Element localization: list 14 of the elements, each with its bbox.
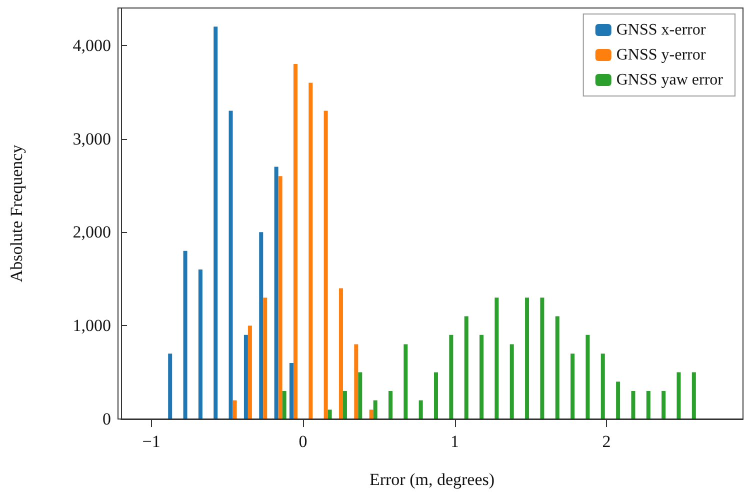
x-tick-label: 0 [298,432,308,451]
legend-label: GNSS yaw error [616,72,724,88]
y-tick-label: 0 [102,410,111,428]
legend-label: GNSS y-error [616,46,706,64]
x-tick-label: 1 [450,432,460,451]
x-tick-label: 2 [602,432,611,451]
y-tick-label: 4,000 [72,36,111,55]
x-axis-title: Error (m, degrees) [369,470,495,489]
y-tick-label: 1,000 [72,316,111,336]
y-axis-title: Absolute Frequency [7,144,26,282]
x-tick-label: −1 [142,432,160,451]
legend-label: GNSS x-error [616,22,706,38]
y-tick-label: 2,000 [72,222,111,242]
y-tick-label: 3,000 [72,129,111,148]
